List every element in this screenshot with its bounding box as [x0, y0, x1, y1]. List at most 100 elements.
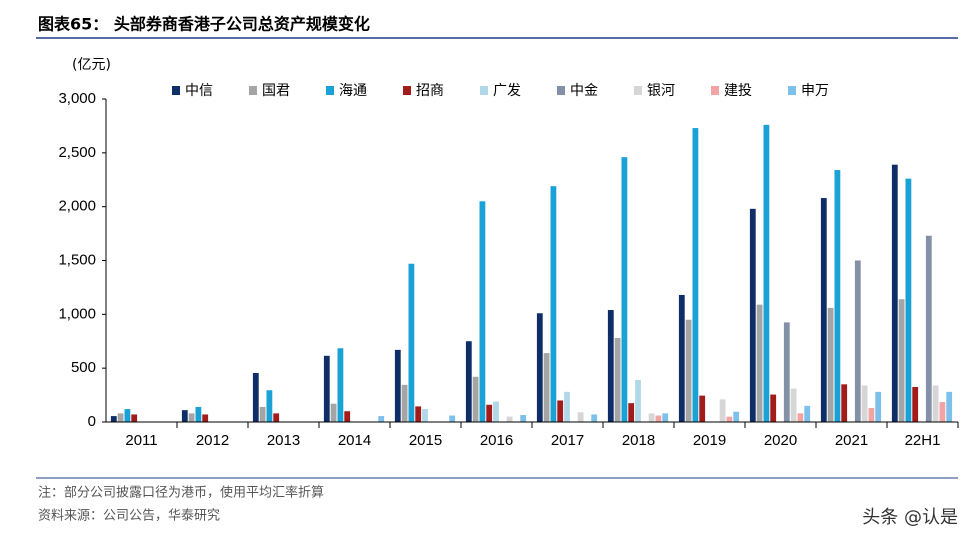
- y-axis-label: (亿元): [72, 57, 111, 73]
- bar: [449, 415, 456, 422]
- bar: [898, 299, 905, 422]
- bar: [820, 198, 827, 422]
- bar: [868, 408, 875, 422]
- bar: [506, 416, 513, 422]
- x-tick-label: 2016: [480, 432, 513, 449]
- x-tick-label: 2013: [267, 432, 300, 449]
- x-tick-label: 2011: [125, 432, 157, 449]
- bar: [648, 413, 655, 422]
- bar: [577, 412, 584, 422]
- bar: [756, 304, 763, 422]
- bar: [195, 406, 202, 422]
- bar: [733, 411, 740, 422]
- bar: [557, 400, 564, 422]
- bar: [520, 415, 527, 422]
- legend-label: 国君: [262, 83, 290, 99]
- legend-label: 招商: [416, 83, 444, 99]
- bar: [685, 319, 692, 422]
- x-tick-label: 22H1: [905, 432, 941, 449]
- legend-swatch: [634, 86, 642, 95]
- legend-swatch: [711, 86, 719, 95]
- y-tick-label: 0: [88, 413, 96, 430]
- legend-swatch: [788, 86, 796, 95]
- bar: [621, 157, 628, 422]
- y-tick-label: 2,500: [58, 144, 96, 161]
- bar: [564, 391, 570, 422]
- bar: [422, 409, 428, 422]
- y-tick-label: 1,000: [58, 305, 96, 322]
- bar: [266, 390, 273, 422]
- y-tick-label: 3,000: [58, 90, 96, 107]
- bar: [323, 355, 330, 422]
- bar: [486, 404, 493, 422]
- bar: [110, 416, 117, 422]
- bar: [550, 186, 557, 422]
- source: 资料来源：公司公告，华泰研究: [38, 509, 220, 524]
- y-tick-label: 2,000: [58, 198, 96, 215]
- bar: [202, 414, 209, 422]
- bar: [465, 341, 472, 422]
- bar: [946, 391, 953, 422]
- bar: [394, 349, 401, 422]
- bar: [415, 406, 422, 422]
- x-tick-label: 2021: [835, 432, 868, 449]
- legend-swatch: [480, 86, 488, 95]
- bar: [252, 373, 259, 422]
- x-tick-label: 2018: [622, 432, 655, 449]
- legend-label: 申万: [801, 83, 829, 99]
- legend-swatch: [403, 86, 411, 95]
- y-tick-label: 500: [71, 359, 96, 376]
- bar: [614, 338, 621, 422]
- bar: [472, 376, 479, 422]
- x-tick-label: 2012: [196, 432, 229, 449]
- bar: [479, 201, 486, 422]
- bar: [875, 391, 882, 422]
- bar: [536, 313, 543, 422]
- bar: [797, 413, 804, 422]
- bar: [905, 178, 912, 422]
- bar: [719, 399, 726, 422]
- bar: [891, 164, 898, 422]
- note: 注：部分公司披露口径为港币，使用平均汇率折算: [38, 485, 324, 501]
- legend-label: 海通: [339, 83, 367, 99]
- watermark: 头条 @认是: [862, 507, 958, 528]
- bar: [635, 380, 641, 422]
- bar: [827, 307, 834, 422]
- legend-label: 中金: [570, 83, 598, 99]
- bar: [678, 294, 685, 422]
- bar: [655, 415, 662, 422]
- bar: [783, 322, 790, 422]
- x-tick-label: 2015: [409, 432, 442, 449]
- bar: [607, 310, 614, 422]
- bar: [749, 208, 756, 422]
- bar: [854, 260, 861, 422]
- bar: [181, 410, 188, 422]
- bar: [117, 413, 124, 422]
- legend-swatch: [557, 86, 565, 95]
- bar: [726, 416, 733, 422]
- bar: [662, 413, 669, 422]
- bar: [408, 263, 415, 422]
- bar: [861, 385, 868, 422]
- bar: [699, 395, 706, 422]
- x-tick-label: 2014: [338, 432, 371, 449]
- bar: [932, 385, 939, 422]
- bar: [912, 387, 919, 422]
- bar: [188, 413, 195, 422]
- bar: [763, 124, 770, 422]
- bar: [259, 406, 266, 422]
- bar: [834, 170, 841, 422]
- bar: [337, 348, 344, 422]
- legend-swatch: [326, 86, 334, 95]
- bar: [591, 414, 598, 422]
- bar: [628, 403, 635, 422]
- bar: [841, 384, 848, 422]
- legend-swatch: [249, 86, 257, 95]
- legend-label: 建投: [724, 83, 752, 99]
- bar: [378, 416, 385, 422]
- bar: [804, 405, 811, 422]
- bar: [692, 128, 699, 422]
- bar: [790, 388, 797, 422]
- bar: [124, 409, 131, 422]
